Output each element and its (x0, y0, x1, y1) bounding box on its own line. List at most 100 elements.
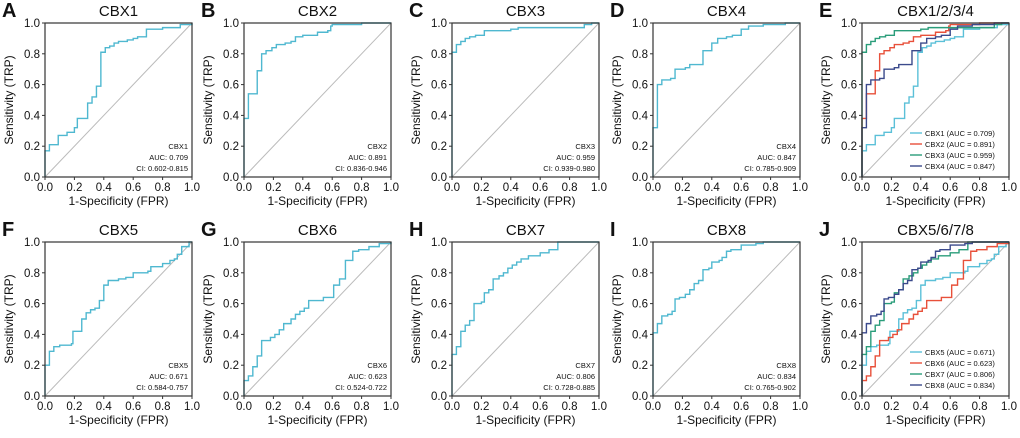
auc-annotation: CI: 0.728-0.885 (543, 383, 595, 392)
reference-diagonal (652, 241, 801, 397)
x-tick-label: 0.0 (645, 401, 661, 413)
x-tick-label: 0.0 (37, 182, 53, 194)
y-tick-label: 0.2 (632, 141, 648, 153)
y-tick-label: 1.0 (632, 237, 648, 249)
x-axis-label: 1-Specificity (FPR) (68, 194, 168, 208)
plot-frame (44, 22, 193, 178)
x-tick-label: 0.6 (942, 182, 958, 194)
panel-title: CBX7 (506, 222, 545, 239)
x-tick-label: 0.6 (125, 182, 141, 194)
y-tick-label: 1.0 (431, 18, 447, 30)
y-tick-label: 1.0 (24, 237, 40, 249)
roc-panel-f: F CBX5 0.00.0 0.2 0.2 0.4 0.4 0.6 0.6 0.8 0.8 1.0 1.… (2, 219, 200, 427)
x-tick-label: 1.0 (792, 401, 808, 413)
roc-curve-cbx6 (861, 242, 1010, 396)
roc-panel-b: B CBX2 0.00.0 0.2 0.2 0.4 0.4 0.6 0.6 0.8 0.8 1.0 1.… (201, 0, 399, 208)
y-axis-label: Sensitivity (TRP) (201, 274, 215, 363)
x-axis-label: 1-Specificity (FPR) (676, 413, 776, 427)
panel-title: CBX1/2/3/4 (897, 3, 974, 20)
auc-annotation: CI: 0.584-0.757 (136, 383, 188, 392)
plot-frame (243, 22, 392, 178)
roc-curve-cbx8 (652, 241, 800, 396)
auc-annotation: CI: 0.836-0.946 (335, 164, 387, 173)
x-tick-label: 1.0 (591, 401, 607, 413)
x-tick-label: 0.4 (295, 182, 312, 194)
x-tick-label: 0.6 (324, 182, 340, 194)
y-tick-label: 0.8 (431, 49, 447, 61)
y-tick-label: 0.4 (632, 329, 649, 341)
roc-panel-a: A CBX1 0.00.0 0.2 0.2 0.4 0.4 0.6 0.6 0.8 0.8 1.0 1.… (2, 0, 200, 208)
y-tick-label: 0.6 (431, 299, 447, 311)
x-tick-label: 1.0 (792, 182, 808, 194)
y-tick-label: 0.4 (24, 110, 41, 122)
x-tick-label: 0.6 (532, 182, 548, 194)
legend-entry: CBX4 (AUC = 0.847) (925, 162, 995, 171)
x-tick-label: 0.0 (236, 182, 252, 194)
y-tick-label: 0.0 (24, 391, 40, 403)
x-tick-label: 0.2 (66, 401, 82, 413)
x-tick-label: 0.0 (37, 401, 53, 413)
panel-title: CBX5/6/7/8 (897, 222, 974, 239)
y-tick-label: 0.8 (632, 268, 648, 280)
plot-frame (243, 241, 392, 397)
auc-annotation: CBX3 (575, 142, 595, 151)
x-tick-label: 0.2 (674, 182, 690, 194)
y-tick-label: 0.2 (24, 141, 40, 153)
y-axis-label: Sensitivity (TRP) (2, 274, 16, 363)
legend-entry: CBX6 (AUC = 0.623) (925, 359, 995, 368)
roc-panel-c: C CBX3 0.00.0 0.2 0.2 0.4 0.4 0.6 0.6 0.8 0.8 1.0 1.… (409, 0, 607, 208)
y-tick-label: 0.2 (431, 141, 447, 153)
y-tick-label: 0.4 (223, 329, 240, 341)
auc-annotation: AUC: 0.623 (348, 372, 387, 381)
x-tick-label: 0.2 (883, 401, 899, 413)
x-tick-label: 0.2 (674, 401, 690, 413)
auc-annotation: CBX1 (168, 142, 188, 151)
x-tick-label: 0.8 (354, 182, 370, 194)
y-tick-label: 0.4 (431, 329, 448, 341)
y-axis-label: Sensitivity (TRP) (819, 55, 833, 144)
roc-curve-cbx3 (861, 22, 1009, 177)
roc-curve-cbx1 (861, 23, 1010, 177)
panel-title: CBX6 (298, 222, 337, 239)
auc-annotation: CBX8 (776, 361, 796, 370)
y-tick-label: 0.2 (632, 360, 648, 372)
legend-entry: CBX3 (AUC = 0.959) (925, 151, 995, 160)
panel-letter: B (201, 0, 215, 22)
y-tick-label: 0.6 (24, 80, 40, 92)
x-tick-label: 0.4 (96, 401, 113, 413)
x-axis-label: 1-Specificity (FPR) (885, 413, 985, 427)
roc-curve-cbx7 (451, 241, 599, 396)
y-tick-label: 0.6 (841, 299, 857, 311)
y-tick-label: 0.0 (24, 172, 40, 184)
legend-entry: CBX2 (AUC = 0.891) (925, 140, 995, 149)
panel-title: CBX5 (99, 222, 138, 239)
x-tick-label: 0.2 (265, 182, 281, 194)
y-tick-label: 0.0 (632, 172, 648, 184)
panel-title: CBX3 (506, 3, 545, 20)
y-tick-label: 0.4 (24, 329, 41, 341)
x-tick-label: 1.0 (383, 401, 399, 413)
x-axis-label: 1-Specificity (FPR) (475, 413, 575, 427)
x-tick-label: 0.4 (704, 182, 721, 194)
y-tick-label: 0.2 (24, 360, 40, 372)
y-tick-label: 0.8 (223, 268, 239, 280)
x-axis-label: 1-Specificity (FPR) (475, 194, 575, 208)
x-tick-label: 1.0 (383, 182, 399, 194)
y-tick-label: 0.0 (223, 172, 239, 184)
panel-letter: H (409, 219, 423, 241)
panel-letter: D (610, 0, 624, 22)
y-tick-label: 0.6 (223, 80, 239, 92)
x-tick-label: 0.0 (645, 182, 661, 194)
auc-annotation: CBX5 (168, 361, 188, 370)
panel-title: CBX8 (707, 222, 746, 239)
x-tick-label: 1.0 (184, 182, 200, 194)
reference-diagonal (451, 241, 600, 397)
y-axis-label: Sensitivity (TRP) (409, 55, 423, 144)
y-tick-label: 0.0 (841, 391, 857, 403)
y-tick-label: 0.4 (841, 110, 858, 122)
reference-diagonal (861, 241, 1010, 397)
roc-curve-cbx8 (861, 241, 1009, 396)
x-axis-label: 1-Specificity (FPR) (267, 413, 367, 427)
x-tick-label: 0.4 (503, 401, 520, 413)
reference-diagonal (451, 22, 600, 178)
